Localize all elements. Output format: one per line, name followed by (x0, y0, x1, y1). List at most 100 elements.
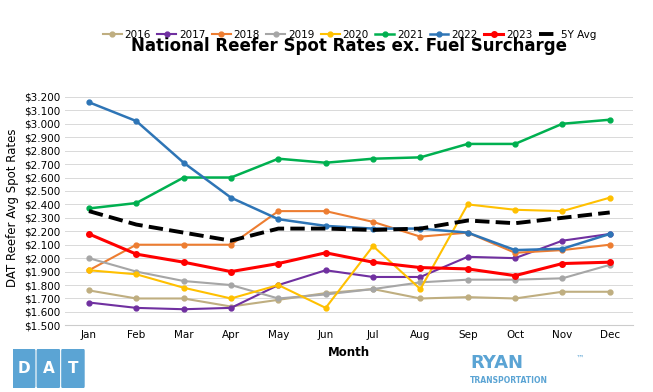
Line: 2020: 2020 (87, 195, 612, 310)
5Y Avg (133, 222, 140, 227)
5Y Avg (606, 210, 614, 215)
2021 (511, 142, 519, 146)
2023 (322, 250, 330, 255)
2020 (558, 209, 566, 214)
5Y Avg (322, 226, 330, 231)
2018 (417, 234, 424, 239)
2016 (369, 287, 377, 291)
5Y Avg (511, 221, 519, 225)
2023 (417, 265, 424, 270)
2016 (511, 296, 519, 301)
2018 (85, 268, 93, 272)
2016 (133, 296, 140, 301)
2019 (133, 269, 140, 274)
2017 (322, 268, 330, 272)
FancyBboxPatch shape (12, 349, 35, 388)
Text: T: T (68, 361, 78, 376)
2023 (227, 269, 235, 274)
2019 (558, 276, 566, 281)
2022 (133, 119, 140, 123)
2022 (417, 226, 424, 231)
Title: National Reefer Spot Rates ex. Fuel Surcharge: National Reefer Spot Rates ex. Fuel Surc… (131, 37, 567, 55)
2018 (274, 209, 282, 214)
2018 (180, 242, 187, 247)
2022 (180, 160, 187, 165)
5Y Avg (274, 226, 282, 231)
Legend: 2016, 2017, 2018, 2019, 2020, 2021, 2022, 2023, 5Y Avg: 2016, 2017, 2018, 2019, 2020, 2021, 2022… (103, 29, 596, 40)
2021 (417, 155, 424, 160)
2020 (417, 287, 424, 291)
2021 (133, 201, 140, 205)
2018 (464, 230, 471, 235)
2021 (558, 122, 566, 126)
2018 (606, 242, 614, 247)
2017 (606, 232, 614, 236)
2017 (274, 283, 282, 287)
2022 (369, 226, 377, 231)
2016 (464, 295, 471, 299)
2021 (606, 117, 614, 122)
Text: RYAN: RYAN (470, 354, 523, 372)
5Y Avg (180, 230, 187, 235)
5Y Avg (227, 238, 235, 243)
2018 (558, 248, 566, 252)
2019 (606, 263, 614, 267)
2019 (369, 287, 377, 291)
2017 (558, 238, 566, 243)
2021 (180, 175, 187, 180)
2022 (227, 195, 235, 200)
2017 (133, 305, 140, 310)
Line: 2023: 2023 (86, 231, 613, 278)
2018 (369, 220, 377, 224)
2020 (227, 296, 235, 301)
2019 (85, 256, 93, 261)
2022 (464, 230, 471, 235)
Line: 2022: 2022 (87, 100, 612, 252)
2020 (322, 305, 330, 310)
2022 (274, 217, 282, 221)
2023 (274, 261, 282, 266)
Line: 2021: 2021 (87, 117, 612, 211)
2023 (464, 267, 471, 271)
2021 (464, 142, 471, 146)
2018 (133, 242, 140, 247)
2020 (133, 272, 140, 277)
2023 (85, 232, 93, 236)
2021 (274, 156, 282, 161)
2022 (85, 100, 93, 105)
FancyBboxPatch shape (37, 349, 60, 388)
2020 (85, 268, 93, 272)
X-axis label: Month: Month (328, 346, 370, 359)
Line: 2019: 2019 (87, 256, 612, 301)
2020 (180, 285, 187, 290)
5Y Avg (369, 228, 377, 232)
2022 (322, 223, 330, 228)
2017 (464, 254, 471, 259)
2016 (180, 296, 187, 301)
2020 (274, 283, 282, 287)
Line: 2017: 2017 (87, 232, 612, 312)
2019 (417, 280, 424, 285)
2021 (369, 156, 377, 161)
Y-axis label: DAT Reefer Avg Spot Rates: DAT Reefer Avg Spot Rates (6, 129, 19, 287)
2017 (511, 256, 519, 261)
2022 (606, 232, 614, 236)
2016 (606, 289, 614, 294)
2023 (133, 252, 140, 256)
2021 (85, 206, 93, 211)
2019 (464, 277, 471, 282)
2023 (369, 260, 377, 265)
2020 (511, 207, 519, 212)
Line: 2018: 2018 (87, 209, 612, 273)
Text: TRANSPORTATION: TRANSPORTATION (470, 376, 548, 385)
2023 (606, 260, 614, 265)
2017 (180, 307, 187, 312)
2019 (274, 296, 282, 301)
5Y Avg (85, 209, 93, 214)
2016 (558, 289, 566, 294)
2017 (85, 300, 93, 305)
2016 (274, 298, 282, 302)
2022 (558, 247, 566, 251)
2016 (417, 296, 424, 301)
2022 (511, 248, 519, 252)
